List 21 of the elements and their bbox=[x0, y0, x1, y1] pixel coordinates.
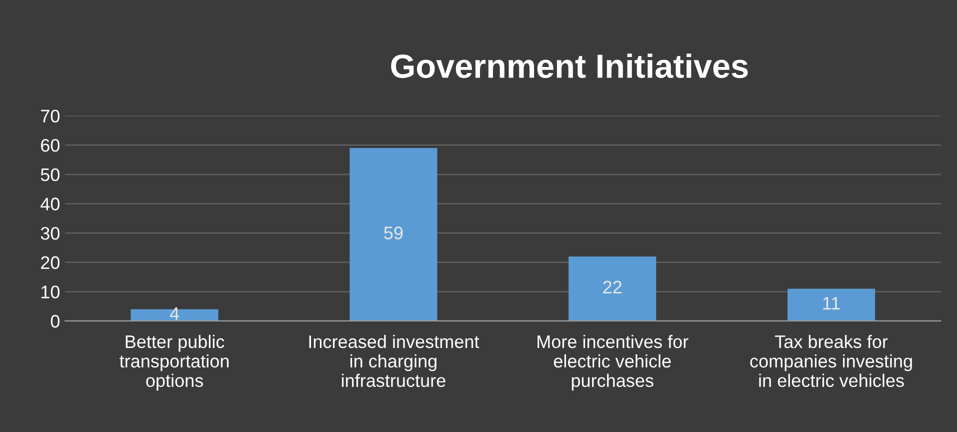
y-tick-label: 30 bbox=[40, 226, 60, 240]
x-tick-label: Increased investment in charging infrastructure bbox=[309, 334, 480, 388]
data-label: 11 bbox=[823, 297, 840, 310]
y-tick-label: 40 bbox=[40, 198, 60, 210]
y-tick-label: 70 bbox=[41, 110, 60, 122]
x-tick-label: Better public transportation options bbox=[120, 334, 229, 391]
y-tick-label: 50 bbox=[40, 168, 60, 182]
x-tick-label: Tax breaks for companies investing in electric vehicles bbox=[750, 334, 912, 388]
x-tick-label: More incentives for electric vehicle purchases bbox=[538, 334, 688, 391]
bar bbox=[130, 309, 218, 321]
y-tick-label: 0 bbox=[50, 314, 60, 328]
bar bbox=[787, 288, 876, 321]
chart-title: Government Initiatives bbox=[391, 54, 748, 78]
y-tick-label: 20 bbox=[41, 256, 60, 270]
data-label: 59 bbox=[384, 226, 403, 240]
y-tick-label: 10 bbox=[42, 286, 60, 298]
y-tick-label: 60 bbox=[41, 139, 60, 152]
bar bbox=[568, 256, 656, 321]
data-label: 22 bbox=[603, 280, 622, 294]
data-label: 4 bbox=[170, 307, 180, 320]
bar bbox=[350, 148, 438, 321]
